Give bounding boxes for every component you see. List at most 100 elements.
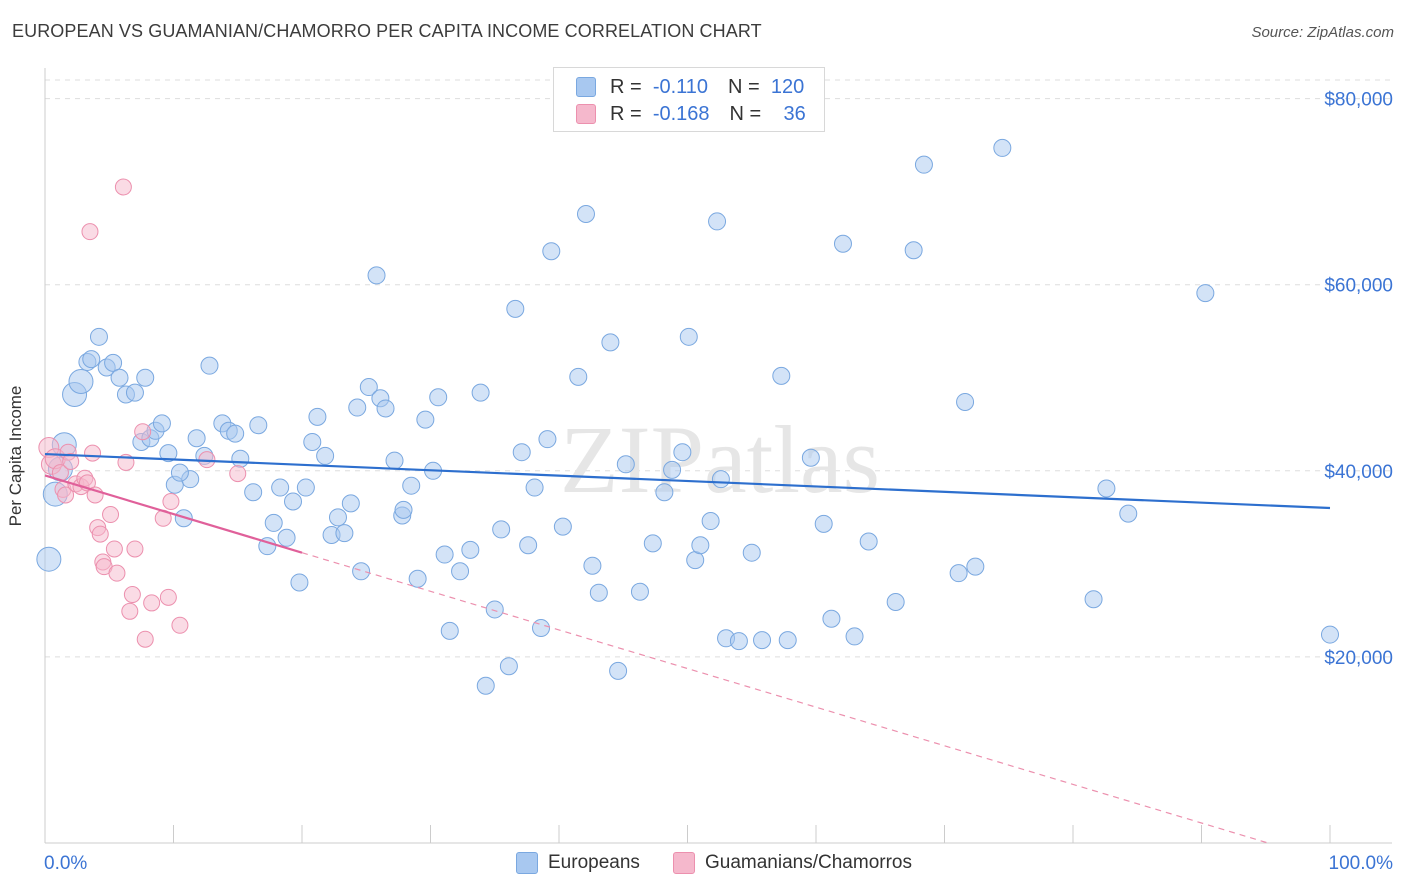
europeans-point — [226, 424, 245, 443]
guamanians-point — [143, 594, 161, 612]
source-label: Source: ZipAtlas.com — [1251, 24, 1394, 41]
guamanians-swatch — [673, 852, 695, 874]
chart-title: EUROPEAN VS GUAMANIAN/CHAMORRO PER CAPIT… — [12, 21, 762, 41]
legend-r-value: -0.168 — [652, 102, 710, 125]
europeans-point — [485, 600, 504, 619]
guamanians-point — [102, 506, 120, 524]
europeans-point — [110, 368, 129, 387]
guamanians-point — [229, 465, 247, 483]
europeans-point — [359, 378, 378, 397]
europeans-point — [89, 327, 108, 346]
trend-layer — [44, 452, 1331, 844]
guamanians-point — [121, 602, 139, 620]
europeans-point — [663, 460, 682, 479]
europeans-point — [244, 483, 263, 502]
europeans-point — [993, 138, 1012, 157]
legend-n-label: N = — [728, 75, 760, 98]
europeans-point — [471, 383, 490, 402]
y-axis-label: Per Capita Income — [6, 385, 25, 527]
guamanians-point — [81, 223, 99, 241]
europeans-point — [152, 414, 171, 433]
y-tick-label: $40,000 — [1324, 462, 1393, 483]
europeans-point — [814, 514, 833, 533]
europeans-point — [290, 573, 309, 592]
europeans-point — [742, 543, 761, 562]
correlation-legend: R = -0.110 N = 120 R = -0.168 N = 36 — [553, 67, 825, 132]
europeans-point — [476, 676, 495, 695]
europeans-point — [328, 508, 347, 527]
legend-n-value: 36 — [783, 102, 806, 125]
guamanians-point — [91, 525, 109, 543]
europeans-point — [499, 657, 518, 676]
guamanians-point — [84, 444, 102, 462]
europeans-point — [589, 583, 608, 602]
europeans-point — [82, 350, 101, 369]
tick-labels: $20,000 $40,000 $60,000 $80,000 0.0% 100.0% — [44, 90, 1393, 874]
europeans-point — [542, 242, 561, 261]
europeans-point — [451, 562, 470, 581]
europeans-point — [553, 517, 572, 536]
europeans-point — [576, 204, 595, 223]
europeans-point — [249, 416, 268, 435]
guamanians-point — [114, 178, 132, 196]
europeans-point — [1084, 590, 1103, 609]
guamanians-trend-line — [44, 474, 303, 554]
europeans-point — [616, 455, 635, 474]
legend-n-value: 120 — [770, 75, 805, 98]
europeans-label: Europeans — [548, 852, 640, 873]
europeans-point — [1196, 284, 1215, 303]
europeans-trend-line — [44, 452, 1331, 510]
europeans-point — [316, 446, 335, 465]
europeans-point — [673, 443, 692, 462]
legend-r-label: R = — [610, 75, 642, 98]
europeans-point — [394, 500, 413, 519]
guamanians-point — [136, 630, 154, 648]
europeans-point — [335, 524, 354, 543]
europeans-point — [416, 410, 435, 429]
bottom-legend-europeans[interactable]: Europeans — [516, 852, 640, 874]
europeans-point — [435, 545, 454, 564]
y-tick-label: $80,000 — [1324, 90, 1393, 111]
guamanians-point — [159, 588, 177, 606]
guamanians-point — [108, 564, 126, 582]
europeans-point — [159, 444, 178, 463]
europeans-point — [68, 368, 94, 394]
europeans-point — [655, 483, 674, 502]
guamanians-point — [105, 540, 123, 558]
europeans-point — [264, 513, 283, 532]
europeans-point — [609, 661, 628, 680]
europeans-point — [506, 299, 525, 318]
europeans-point — [583, 556, 602, 575]
guamanians-point — [126, 540, 144, 558]
europeans-point — [440, 621, 459, 640]
guamanians-point — [123, 586, 141, 604]
legend-r-value: -0.110 — [652, 75, 709, 98]
europeans-point — [525, 478, 544, 497]
europeans-point — [104, 353, 123, 372]
europeans-point — [341, 494, 360, 513]
europeans-swatch — [516, 852, 538, 874]
europeans-point — [492, 520, 511, 539]
europeans-point — [348, 398, 367, 417]
legend-swatch-europeans — [576, 77, 596, 97]
europeans-point — [1097, 479, 1116, 498]
europeans-point — [284, 492, 303, 511]
europeans-point — [385, 451, 404, 470]
europeans-point — [753, 631, 772, 650]
bottom-legend-guamanians[interactable]: Guamanians/Chamorros — [673, 852, 912, 874]
europeans-point — [512, 443, 531, 462]
europeans-point — [170, 463, 189, 482]
europeans-point — [376, 399, 395, 418]
guamanians-point — [171, 616, 189, 634]
europeans-point — [408, 569, 427, 588]
europeans-point — [643, 534, 662, 553]
europeans-point — [461, 540, 480, 559]
europeans-point — [859, 532, 878, 551]
legend-r-label: R = — [610, 102, 642, 125]
europeans-point — [429, 388, 448, 407]
watermark: ZIPatlas — [560, 406, 880, 513]
legend-swatch-guamanians — [576, 104, 596, 124]
guamanians-point — [134, 423, 152, 441]
europeans-point — [778, 631, 797, 650]
europeans-point — [845, 627, 864, 646]
